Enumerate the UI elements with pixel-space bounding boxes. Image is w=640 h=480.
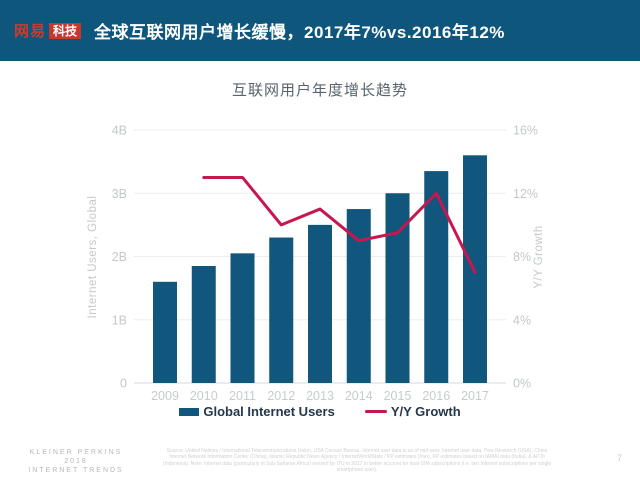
bar-2012 xyxy=(269,237,294,383)
x-tick-label: 2013 xyxy=(306,389,334,403)
source-note: Source: United Nations / International T… xyxy=(162,448,552,473)
x-tick-label: 2009 xyxy=(151,389,179,403)
bar-2013 xyxy=(308,224,332,383)
y-right-tick-label: 8% xyxy=(513,250,531,264)
bar-series-swatch xyxy=(179,407,200,416)
logo-badge-text: 科技 xyxy=(49,22,82,39)
chart-legend: Global Internet Users Y/Y Growth xyxy=(0,404,640,419)
bar-2011 xyxy=(230,253,255,383)
y-right-tick-label: 0% xyxy=(513,377,531,391)
x-tick-label: 2014 xyxy=(345,389,373,403)
kleiner-perkins-brand: KLEINER PERKINS 2018 INTERNET TRENDS xyxy=(8,448,144,475)
y-right-axis-title: Y/Y Growth xyxy=(533,225,545,289)
line-series-swatch xyxy=(364,410,387,413)
y-left-tick-label: 2B xyxy=(112,250,127,264)
slide-title: 全球互联网用户增长缓慢，2017年7%vs.2016年12% xyxy=(94,23,505,42)
bar-2015 xyxy=(385,193,410,383)
legend-item-line: Y/Y Growth xyxy=(364,404,461,419)
x-tick-label: 2010 xyxy=(190,389,218,403)
line-series-label: Y/Y Growth xyxy=(390,404,461,419)
legend-item-bars: Global Internet Users xyxy=(179,404,335,419)
y-left-tick-label: 4B xyxy=(112,124,127,138)
netease-tech-logo: 网易 科技 xyxy=(14,20,82,41)
page-number: 7 xyxy=(616,453,622,463)
x-tick-label: 2012 xyxy=(267,389,295,403)
y-right-tick-label: 12% xyxy=(513,187,538,201)
logo-name-text: 网易 xyxy=(14,23,47,40)
chart-title: 互联网用户年度增长趋势 xyxy=(231,82,408,99)
bar-2010 xyxy=(191,265,216,383)
y-left-tick-label: 3B xyxy=(112,187,127,201)
y-left-tick-label: 0 xyxy=(120,377,127,391)
y-right-tick-label: 4% xyxy=(513,313,531,327)
x-tick-label: 2015 xyxy=(384,389,412,403)
brand-line-2: 2018 xyxy=(64,458,88,465)
yy-growth-line xyxy=(202,175,477,274)
brand-line-1: KLEINER PERKINS xyxy=(29,449,123,456)
bar-series-label: Global Internet Users xyxy=(203,404,335,419)
bar-2009 xyxy=(153,281,177,383)
brand-line-3: INTERNET TRENDS xyxy=(28,467,124,474)
y-right-tick-label: 16% xyxy=(513,124,538,138)
y-left-tick-label: 1B xyxy=(112,313,127,327)
x-tick-label: 2017 xyxy=(461,389,489,403)
y-left-axis-title: Internet Users, Global xyxy=(87,196,99,319)
header-bar: 网易 科技 全球互联网用户增长缓慢，2017年7%vs.2016年12% xyxy=(0,0,640,61)
x-tick-label: 2011 xyxy=(229,389,256,403)
x-tick-label: 2016 xyxy=(422,389,450,403)
